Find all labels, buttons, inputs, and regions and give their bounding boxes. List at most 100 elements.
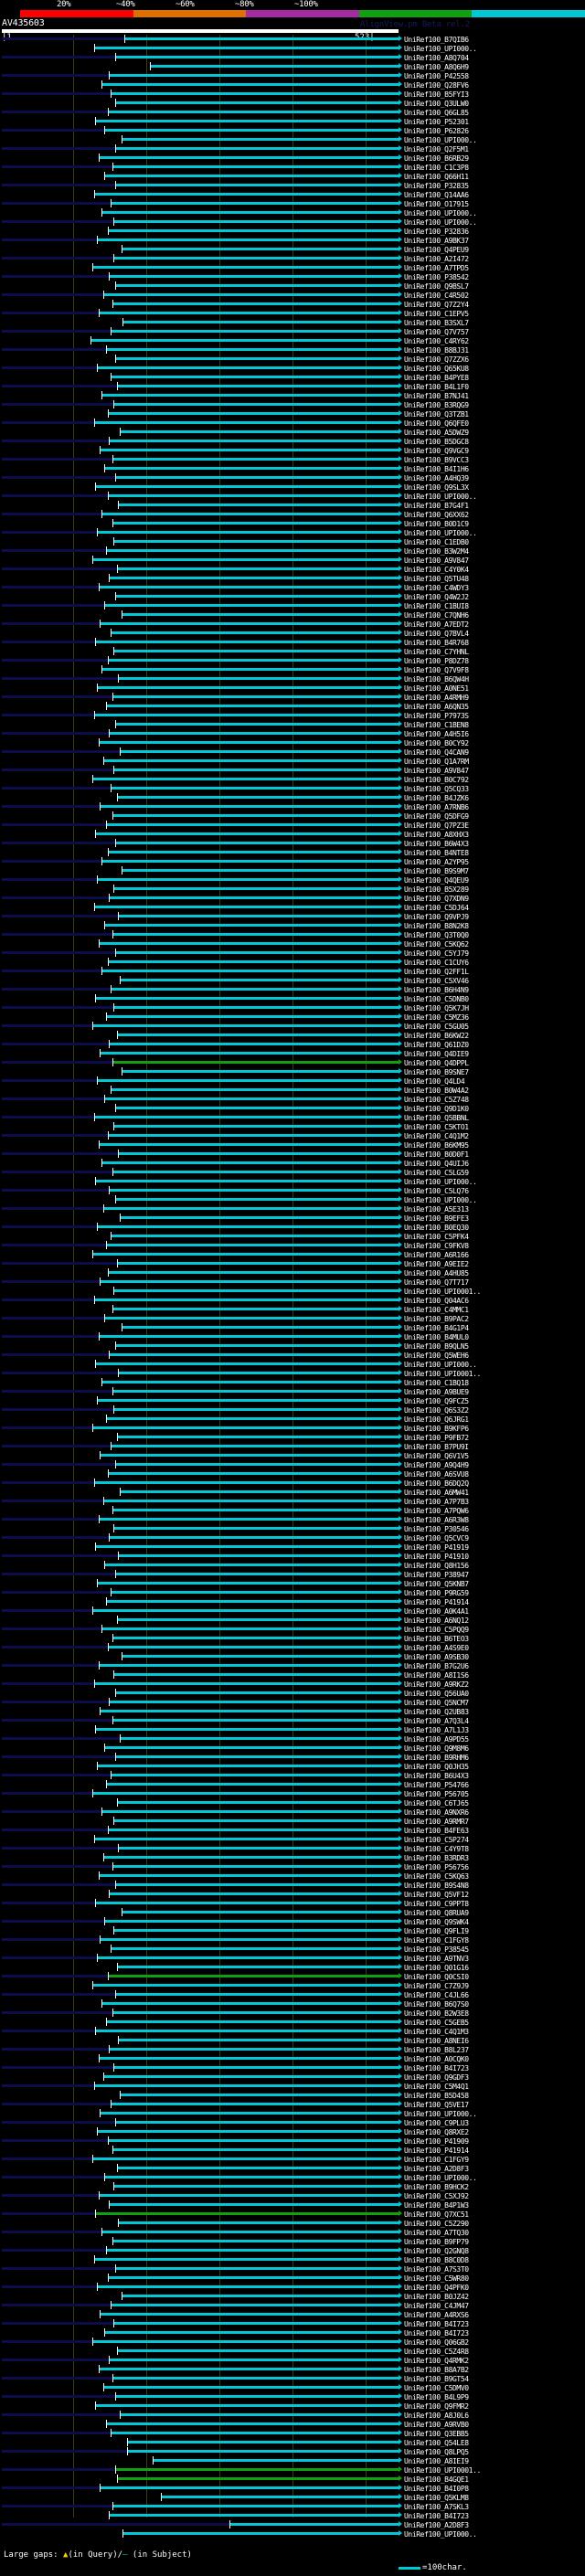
subject-label[interactable]: UniRef100_Q9D1K0: [404, 1105, 469, 1113]
subject-label[interactable]: UniRef100_A8XHX3: [404, 831, 469, 839]
hit-bar[interactable]: [115, 56, 399, 58]
alignment-row[interactable]: UniRef100_B7G2U6: [0, 1661, 585, 1670]
alignment-row[interactable]: UniRef100_A9BK37: [0, 236, 585, 245]
alignment-row[interactable]: UniRef100_C5GEB5: [0, 2018, 585, 2027]
alignment-row[interactable]: UniRef100_C1CUY6: [0, 958, 585, 967]
subject-label[interactable]: UniRef100_A4HQ39: [404, 474, 469, 482]
hit-bar[interactable]: [114, 2066, 399, 2069]
subject-label[interactable]: UniRef100_B6W4X3: [404, 840, 469, 848]
alignment-row[interactable]: UniRef100_B4L1F0: [0, 382, 585, 391]
alignment-row[interactable]: UniRef100_Q4CAN9: [0, 747, 585, 757]
alignment-row[interactable]: UniRef100_B9FP79: [0, 2237, 585, 2246]
subject-label[interactable]: UniRef100_Q7ZZX6: [404, 355, 469, 364]
alignment-row[interactable]: UniRef100_B6TEO3: [0, 1634, 585, 1643]
hit-bar[interactable]: [122, 1655, 399, 1658]
alignment-row[interactable]: UniRef100_A2D8F3: [0, 2164, 585, 2173]
alignment-row[interactable]: UniRef100_C4WDY3: [0, 583, 585, 592]
alignment-row[interactable]: UniRef100_C1FGY8: [0, 1935, 585, 1945]
hit-bar[interactable]: [108, 851, 399, 853]
alignment-row[interactable]: UniRef100_O17915: [0, 199, 585, 208]
hit-bar[interactable]: [115, 101, 399, 104]
subject-label[interactable]: UniRef100_P9FB72: [404, 1434, 469, 1442]
hit-bar[interactable]: [101, 1052, 399, 1055]
hit-bar[interactable]: [115, 1691, 399, 1694]
alignment-row[interactable]: UniRef100_A6SVU8: [0, 1469, 585, 1479]
alignment-row[interactable]: UniRef100_Q6XX62: [0, 510, 585, 519]
subject-label[interactable]: UniRef100_Q28FV6: [404, 81, 469, 90]
hit-bar[interactable]: [122, 613, 399, 616]
hit-bar[interactable]: [110, 896, 399, 899]
subject-label[interactable]: UniRef100_Q4W2J2: [404, 593, 469, 601]
subject-label[interactable]: UniRef100_C5MZ36: [404, 1013, 469, 1022]
hit-bar[interactable]: [99, 1664, 399, 1667]
alignment-row[interactable]: UniRef100_B5D458: [0, 2091, 585, 2100]
subject-label[interactable]: UniRef100_P30546: [404, 1525, 469, 1533]
hit-bar[interactable]: [123, 2532, 399, 2535]
alignment-row[interactable]: UniRef100_B9HCK2: [0, 2182, 585, 2191]
subject-label[interactable]: UniRef100_A6QN35: [404, 703, 469, 711]
alignment-row[interactable]: UniRef100_B5DGC8: [0, 437, 585, 446]
hit-bar[interactable]: [111, 1088, 399, 1091]
alignment-row[interactable]: UniRef100_Q7BVL4: [0, 629, 585, 638]
subject-label[interactable]: UniRef100_B0D1C9: [404, 520, 469, 528]
hit-bar[interactable]: [101, 805, 399, 808]
subject-label[interactable]: UniRef100_B3SXL7: [404, 319, 469, 327]
hit-bar[interactable]: [112, 1509, 399, 1511]
hit-bar[interactable]: [92, 1609, 399, 1612]
hit-bar[interactable]: [111, 631, 399, 634]
hit-bar[interactable]: [101, 1454, 399, 1457]
alignment-row[interactable]: UniRef100_P42558: [0, 71, 585, 80]
alignment-row[interactable]: UniRef100_Q65KU8: [0, 364, 585, 373]
hit-bar[interactable]: [112, 2505, 399, 2507]
subject-label[interactable]: UniRef100_UPI000..: [404, 136, 477, 144]
subject-label[interactable]: UniRef100_Q9FMR2: [404, 2402, 469, 2411]
hit-bar[interactable]: [112, 2148, 399, 2151]
subject-label[interactable]: UniRef100_C9FKV8: [404, 1242, 469, 1250]
subject-label[interactable]: UniRef100_UPI000..: [404, 45, 477, 53]
alignment-row[interactable]: UniRef100_C5DMV0: [0, 2383, 585, 2392]
subject-label[interactable]: UniRef100_O17915: [404, 200, 469, 208]
subject-label[interactable]: UniRef100_A6R3W8: [404, 1516, 469, 1524]
alignment-row[interactable]: UniRef100_A9BUE9: [0, 1387, 585, 1396]
alignment-row[interactable]: UniRef100_Q9D1K0: [0, 1104, 585, 1113]
alignment-row[interactable]: UniRef100_Q06GB2: [0, 2337, 585, 2347]
hit-bar[interactable]: [105, 467, 399, 470]
alignment-row[interactable]: UniRef100_P30546: [0, 1524, 585, 1533]
subject-label[interactable]: UniRef100_Q7T717: [404, 1278, 469, 1287]
subject-label[interactable]: UniRef100_UPI000..: [404, 529, 477, 537]
hit-bar[interactable]: [119, 2039, 399, 2041]
alignment-row[interactable]: UniRef100_A6QN35: [0, 702, 585, 711]
subject-label[interactable]: UniRef100_Q2UB83: [404, 1708, 469, 1716]
alignment-row[interactable]: UniRef100_A6NQ12: [0, 1616, 585, 1625]
alignment-row[interactable]: UniRef100_A0K4A1: [0, 1606, 585, 1616]
subject-label[interactable]: UniRef100_B9EFE3: [404, 1214, 469, 1223]
hit-bar[interactable]: [99, 1335, 399, 1338]
subject-label[interactable]: UniRef100_C6TJ65: [404, 1799, 469, 1807]
alignment-row[interactable]: UniRef100_Q2F5M1: [0, 144, 585, 154]
subject-label[interactable]: UniRef100_Q5CQ33: [404, 785, 469, 793]
alignment-row[interactable]: UniRef100_P9RG59: [0, 1588, 585, 1597]
hit-bar[interactable]: [112, 933, 399, 936]
alignment-row[interactable]: UniRef100_Q0JH35: [0, 1762, 585, 1771]
subject-label[interactable]: UniRef100_B8C0D8: [404, 2256, 469, 2264]
alignment-row[interactable]: UniRef100_Q8H156: [0, 1561, 585, 1570]
hit-bar[interactable]: [114, 403, 399, 406]
hit-bar[interactable]: [106, 1244, 399, 1246]
subject-label[interactable]: UniRef100_P41919: [404, 1543, 469, 1552]
hit-bar[interactable]: [161, 2496, 399, 2498]
subject-label[interactable]: UniRef100_B9RHM6: [404, 1754, 469, 1762]
subject-label[interactable]: UniRef100_B8N2K8: [404, 922, 469, 930]
subject-label[interactable]: UniRef100_B7NJ41: [404, 392, 469, 400]
subject-label[interactable]: UniRef100_B4NTE8: [404, 849, 469, 857]
hit-bar[interactable]: [112, 1865, 399, 1868]
alignment-row[interactable]: UniRef100_UPI000..: [0, 492, 585, 501]
alignment-row[interactable]: UniRef100_B4R768: [0, 638, 585, 647]
alignment-row[interactable]: UniRef100_A4RMH9: [0, 693, 585, 702]
subject-label[interactable]: UniRef100_B7QIB6: [404, 36, 469, 44]
subject-label[interactable]: UniRef100_A9RMR7: [404, 1818, 469, 1826]
hit-bar[interactable]: [111, 2432, 399, 2434]
alignment-row[interactable]: UniRef100_Q5DFG9: [0, 811, 585, 821]
subject-label[interactable]: UniRef100_C5Z290: [404, 2220, 469, 2228]
alignment-row[interactable]: UniRef100_A8XHX3: [0, 830, 585, 839]
subject-label[interactable]: UniRef100_UPI000..: [404, 2530, 477, 2539]
